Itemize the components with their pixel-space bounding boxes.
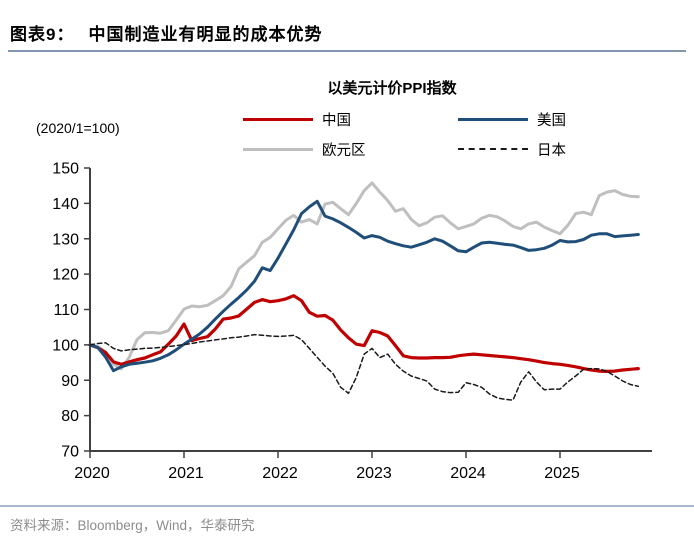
- series-line-us: [88, 199, 640, 373]
- x-tick-label: 2021: [168, 465, 204, 482]
- footer-divider-rule: [0, 505, 694, 507]
- chart-title: 以美元计价PPI指数: [327, 80, 457, 97]
- figure-number-label: 图表9：: [10, 25, 75, 44]
- legend-swatch-japan: [458, 148, 528, 150]
- axis-lines: [89, 168, 652, 452]
- legend-label-china: 中国: [322, 113, 351, 129]
- series-line-eurozone: [88, 181, 640, 371]
- legend-label-eurozone: 欧元区: [322, 143, 366, 159]
- legend-label-us: 美国: [537, 113, 566, 129]
- series-line-japan: [89, 333, 640, 401]
- x-tick-label: 2020: [74, 465, 110, 482]
- x-tick-label: 2024: [450, 465, 486, 482]
- y-tick-label: 150: [52, 161, 79, 178]
- y-tick-label: 100: [52, 337, 79, 354]
- y-tick-label: 70: [61, 444, 79, 461]
- y-tick-label: 110: [53, 302, 79, 319]
- x-tick-label: 2025: [544, 465, 580, 482]
- figure-title: 图表9： 中国制造业有明显的成本优势: [10, 20, 322, 45]
- axis-unit-note: (2020/1=100): [36, 120, 120, 136]
- legend-swatch-us: [458, 118, 528, 121]
- y-tick-label: 80: [61, 408, 79, 425]
- title-divider-rule: [8, 50, 686, 52]
- x-tick-label: 2023: [356, 465, 392, 482]
- y-tick-label: 140: [52, 196, 79, 213]
- legend-swatch-eurozone: [243, 148, 313, 151]
- series-line-china: [88, 294, 640, 373]
- legend-label-japan: 日本: [537, 143, 566, 159]
- y-tick-label: 90: [61, 373, 79, 390]
- legend-swatch-china: [243, 118, 313, 121]
- figure-title-text: 中国制造业有明显的成本优势: [88, 25, 323, 44]
- y-tick-label: 120: [52, 267, 79, 284]
- source-note: 资料来源：Bloomberg，Wind，华泰研究: [10, 518, 255, 533]
- y-tick-label: 130: [52, 231, 79, 248]
- x-tick-label: 2022: [262, 465, 298, 482]
